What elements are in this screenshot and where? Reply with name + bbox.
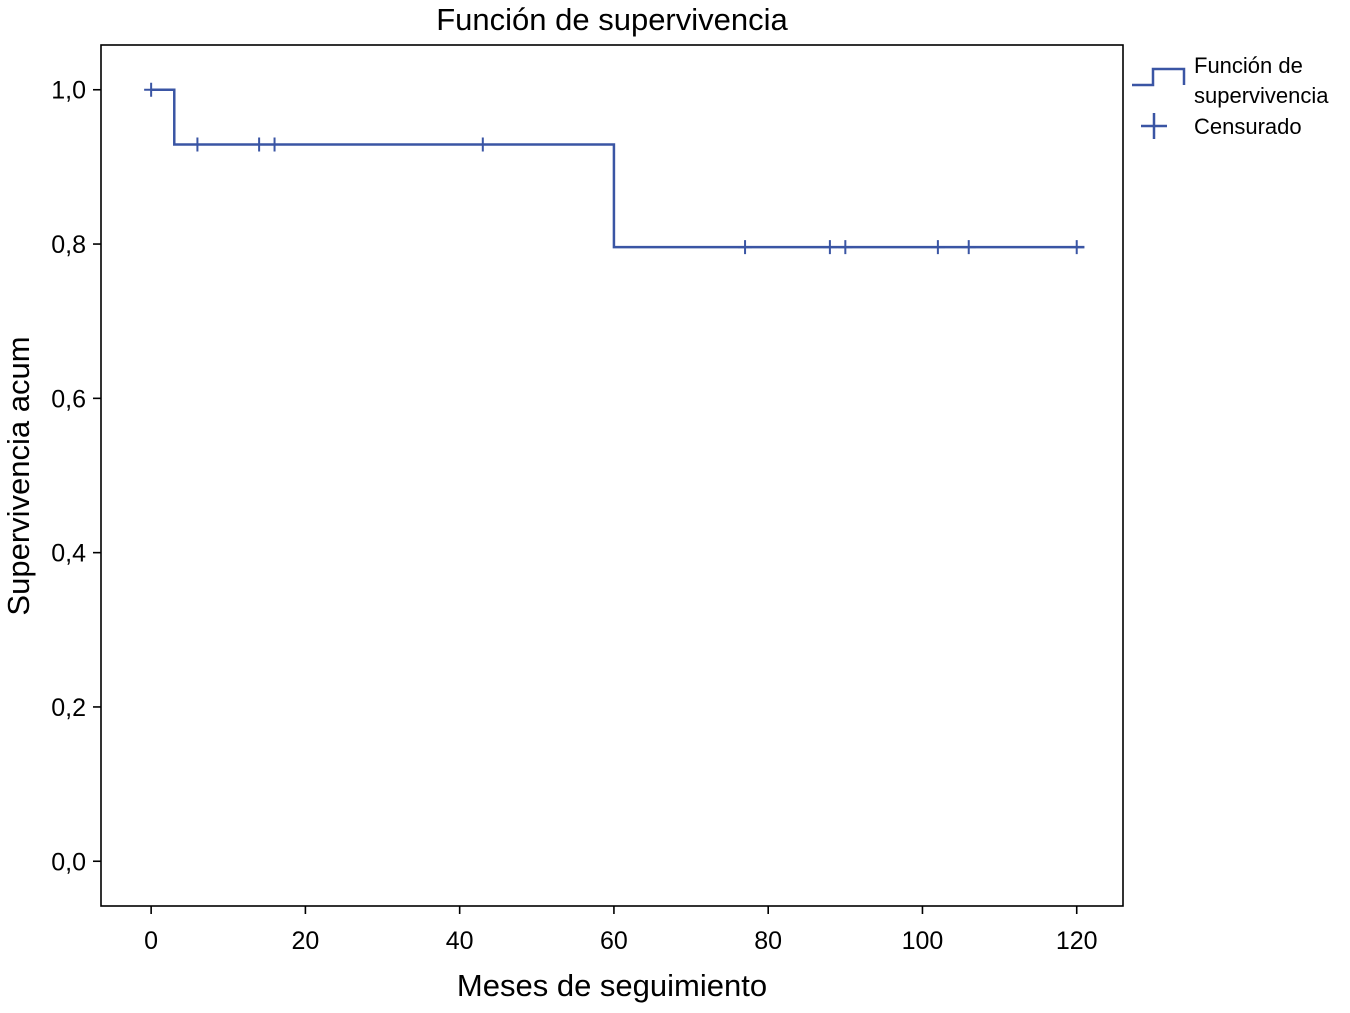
x-axis-label: Meses de seguimiento (457, 968, 767, 1003)
x-tick-label: 80 (754, 927, 782, 955)
x-tick-label: 0 (144, 927, 158, 955)
censored-marker (838, 240, 853, 255)
legend-censored-symbol (1141, 113, 1167, 139)
censored-marker (144, 82, 159, 97)
censored-marker (961, 240, 976, 255)
y-tick-label: 0,8 (51, 231, 86, 259)
survival-step-line (151, 88, 1085, 249)
x-tick-label: 40 (446, 927, 474, 955)
legend-line-symbol (1132, 67, 1186, 87)
censored-marker (267, 137, 282, 152)
y-axis: 0,0 0,2 0,4 0,6 0,8 1,0 (51, 77, 101, 876)
series-layer (151, 88, 1085, 249)
censored-marker (822, 240, 837, 255)
y-tick-label: 0,2 (51, 694, 86, 722)
plot-frame (100, 44, 1124, 907)
y-tick-label: 0,0 (51, 848, 86, 876)
chart-title: Función de supervivencia (436, 2, 788, 37)
censored-marker (930, 240, 945, 255)
x-tick-label: 60 (600, 927, 628, 955)
x-tick-label: 100 (902, 927, 944, 955)
censored-marker (1069, 240, 1084, 255)
legend-censored-label: Censurado (1194, 114, 1302, 139)
censored-marker (190, 137, 205, 152)
y-tick-label: 1,0 (51, 77, 86, 105)
censored-marker (252, 137, 267, 152)
legend-line-label-1: Función de (1194, 53, 1303, 78)
x-tick-label: 20 (291, 927, 319, 955)
x-axis: 0 20 40 60 80 100 120 (144, 906, 1098, 955)
x-tick-label: 120 (1056, 927, 1098, 955)
censored-markers (144, 82, 1084, 255)
legend: Función de supervivencia Censurado (1132, 53, 1329, 139)
censored-marker (738, 240, 753, 255)
legend-line-label-2: supervivencia (1194, 83, 1329, 108)
y-tick-label: 0,4 (51, 540, 86, 568)
y-tick-label: 0,6 (51, 385, 86, 413)
y-axis-label: Supervivencia acum (1, 336, 36, 615)
censored-marker (475, 137, 490, 152)
